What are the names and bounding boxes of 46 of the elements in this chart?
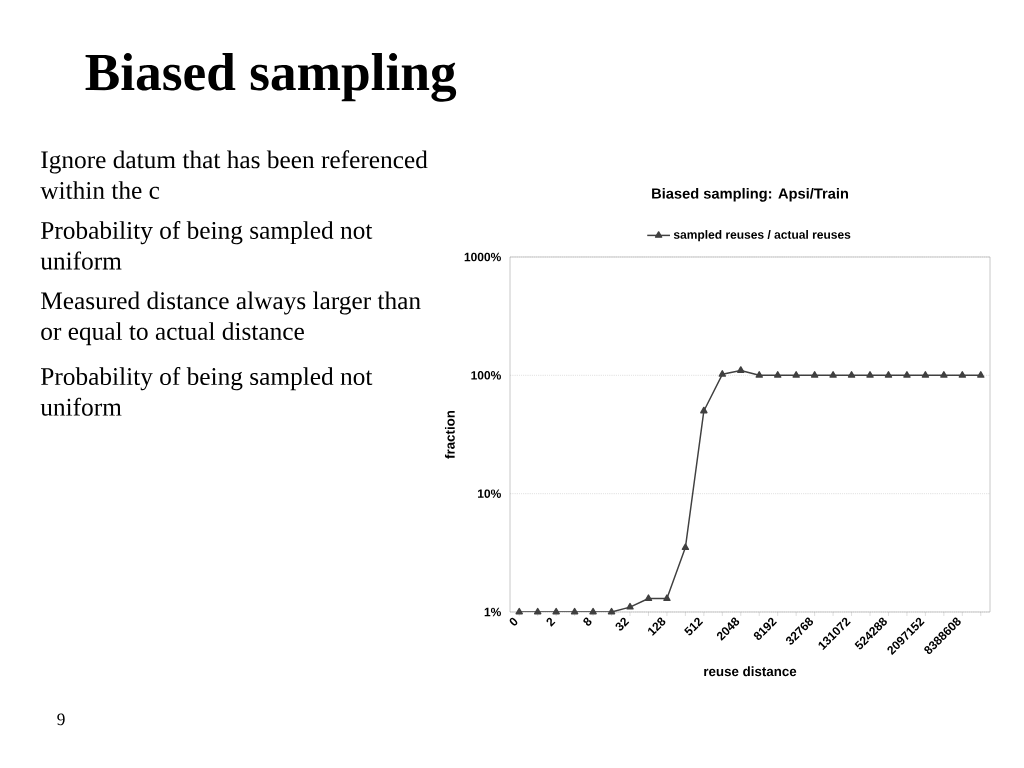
text: Ignore datum that has been referenced within the c [40, 150, 428, 200]
legend-label: sampled reuses / actual reuses [673, 230, 851, 242]
point [866, 371, 874, 378]
text: Probability of being sampled not uniform [40, 220, 373, 270]
point [829, 371, 837, 378]
point [644, 594, 653, 601]
point [958, 371, 967, 378]
point [718, 370, 727, 377]
point [515, 607, 523, 615]
point [737, 366, 745, 373]
point [977, 371, 985, 378]
point [755, 371, 763, 378]
point [792, 371, 800, 378]
x-tick-label: 32 [615, 617, 630, 631]
x-axis-title: reuse distance [704, 666, 797, 677]
y-tick-label: 100% [471, 371, 501, 380]
point [847, 371, 856, 378]
text: 9 [57, 713, 65, 726]
text: Probability of being sampled not uniform [40, 367, 373, 416]
point [552, 607, 560, 615]
x-tick-label: 8 [583, 617, 592, 626]
x-tick-label: 2 [546, 617, 556, 627]
point [570, 607, 579, 615]
y-tick-label: 1000% [464, 252, 501, 262]
chart-subtitle: Biased sampling: Apsi/Train [652, 187, 848, 202]
point [940, 371, 948, 378]
point [700, 406, 708, 414]
point [663, 594, 671, 601]
y-axis-title: fraction [444, 410, 455, 459]
chart-title: Biased sampling [85, 53, 457, 102]
point [533, 607, 542, 615]
x-tick-label: 128 [648, 617, 666, 636]
text: Measured distance always larger than or equal to actual distance [41, 291, 421, 346]
point [773, 371, 782, 378]
point [810, 371, 819, 378]
y-tick-label: 1% [484, 607, 501, 617]
point [607, 607, 616, 615]
point [903, 371, 911, 378]
point [626, 602, 634, 610]
point [921, 371, 930, 378]
point [884, 371, 893, 378]
x-tick-label: 0 [509, 617, 518, 626]
point [589, 607, 597, 615]
y-tick-label: 10% [478, 489, 501, 498]
x-tick-label: 512 [684, 617, 704, 636]
point [681, 543, 690, 551]
